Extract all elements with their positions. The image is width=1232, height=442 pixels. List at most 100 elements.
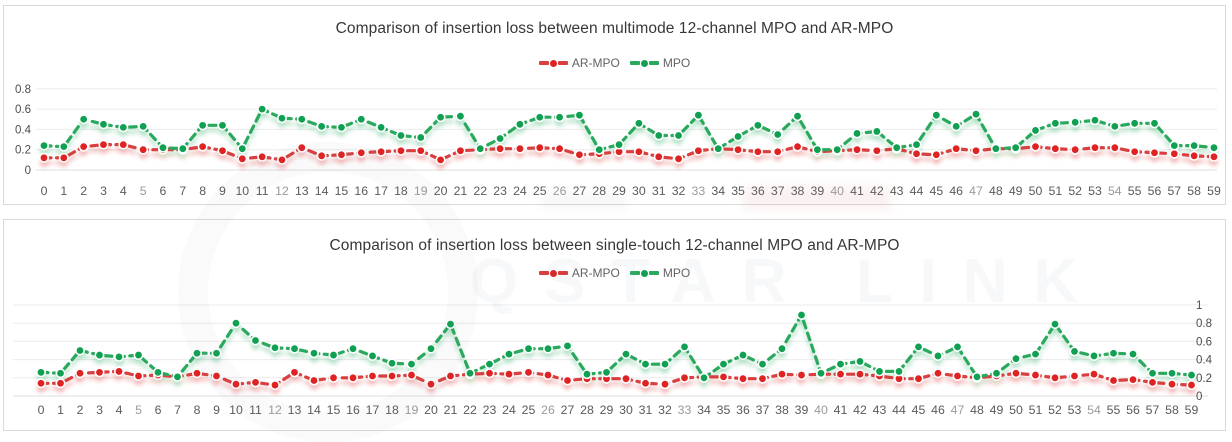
- data-point-dot: [542, 370, 553, 381]
- x-tick-label: 28: [592, 184, 606, 198]
- x-tick-label: 16: [354, 184, 368, 198]
- data-point-dot: [796, 310, 807, 321]
- x-tick-label: 26: [553, 184, 567, 198]
- chart-card-multimode: Comparison of insertion loss between mul…: [3, 5, 1226, 205]
- x-tick-label: 54: [1108, 184, 1122, 198]
- data-point-dot: [231, 379, 242, 390]
- data-point-dot: [737, 373, 748, 384]
- data-point-dot: [673, 130, 684, 141]
- data-point-dot: [484, 359, 495, 370]
- x-tick-label: 17: [374, 184, 388, 198]
- data-point-dot: [192, 368, 203, 379]
- legend-item-ar-mpo[interactable]: AR-MPO: [538, 266, 620, 280]
- data-point-dot: [718, 371, 729, 382]
- x-tick-label: 8: [194, 403, 201, 417]
- x-tick-label: 40: [814, 403, 828, 417]
- data-point-dot: [1109, 121, 1120, 132]
- x-tick-label: 13: [288, 403, 302, 417]
- x-tick-label: 40: [830, 184, 844, 198]
- data-point-dot: [653, 151, 664, 162]
- x-tick-label: 6: [160, 184, 167, 198]
- data-point-dot: [1147, 377, 1158, 388]
- x-tick-label: 3: [96, 403, 103, 417]
- x-tick-label: 34: [697, 403, 711, 417]
- legend-item-mpo[interactable]: MPO: [629, 56, 690, 70]
- x-tick-label: 27: [561, 403, 575, 417]
- x-tick-label: 7: [174, 403, 181, 417]
- data-point-dot: [854, 369, 865, 380]
- data-point-dot: [1186, 380, 1197, 391]
- data-point-dot: [601, 367, 612, 378]
- x-tick-label: 1: [60, 184, 67, 198]
- data-point-dot: [1010, 142, 1021, 153]
- data-point-dot: [276, 113, 287, 124]
- data-point-dot: [733, 131, 744, 142]
- x-tick-label: 11: [249, 403, 262, 417]
- y-tick-label: 0.8: [15, 84, 31, 96]
- y-tick-label: 0.8: [1196, 318, 1212, 330]
- data-point-dot: [1167, 379, 1178, 390]
- x-tick-label: 45: [930, 184, 944, 198]
- data-point-dot: [1189, 150, 1200, 161]
- data-point-dot: [951, 121, 962, 132]
- x-tick-label: 51: [1048, 184, 1062, 198]
- data-point-dot: [58, 152, 69, 163]
- x-tick-label: 25: [533, 184, 547, 198]
- data-point-dot: [445, 370, 456, 381]
- data-point-dot: [376, 146, 387, 157]
- data-point-dot: [336, 149, 347, 160]
- data-point-dot: [659, 359, 670, 370]
- data-point-dot: [308, 348, 319, 359]
- chart-title-multimode: Comparison of insertion loss between mul…: [335, 20, 894, 37]
- legend-label: AR-MPO: [571, 266, 620, 280]
- mpo-series: [35, 310, 1197, 383]
- x-tick-label: 17: [366, 403, 380, 417]
- x-tick-label: 36: [736, 403, 750, 417]
- x-tick-label: 47: [969, 184, 983, 198]
- data-point-dot: [776, 369, 787, 380]
- x-tick-label: 19: [414, 184, 428, 198]
- x-tick-label: 21: [444, 403, 458, 417]
- data-point-dot: [138, 121, 149, 132]
- x-tick-label: 56: [1148, 184, 1162, 198]
- x-tick-label: 55: [1107, 403, 1121, 417]
- data-point-dot: [1089, 115, 1100, 126]
- data-point-dot: [971, 109, 982, 120]
- data-point-dot: [913, 341, 924, 352]
- data-point-dot: [367, 350, 378, 361]
- data-point-dot: [852, 128, 863, 139]
- x-tick-label: 24: [502, 403, 516, 417]
- chart-card-single-touch: Comparison of insertion loss between sin…: [3, 219, 1226, 431]
- data-point-dot: [114, 366, 125, 377]
- x-tick-label: 46: [949, 184, 963, 198]
- data-point-dot: [891, 142, 902, 153]
- data-point-dot: [718, 359, 729, 370]
- data-point-dot: [693, 145, 704, 156]
- y-tick-label: 0.2: [15, 145, 31, 157]
- legend-item-mpo[interactable]: MPO: [629, 266, 690, 280]
- data-point-dot: [475, 143, 486, 154]
- data-point-dot: [679, 341, 690, 352]
- x-tick-label: 37: [771, 184, 785, 198]
- data-point-dot: [425, 379, 436, 390]
- x-tick-label: 53: [1088, 184, 1102, 198]
- data-point-dot: [693, 110, 704, 121]
- data-point-dot: [237, 153, 248, 164]
- data-point-dot: [464, 368, 475, 379]
- x-tick-label: 6: [155, 403, 162, 417]
- data-point-dot: [1169, 140, 1180, 151]
- x-tick-label: 41: [850, 184, 864, 198]
- data-point-dot: [574, 110, 585, 121]
- x-tick-label: 59: [1185, 403, 1199, 417]
- data-point-dot: [796, 370, 807, 381]
- legend-item-ar-mpo[interactable]: AR-MPO: [538, 56, 620, 70]
- data-point-dot: [913, 373, 924, 384]
- data-point-dot: [952, 341, 963, 352]
- data-point-dot: [554, 143, 565, 154]
- x-tick-label: 25: [522, 403, 536, 417]
- x-tick-label: 30: [632, 184, 646, 198]
- data-point-dot: [792, 141, 803, 152]
- data-point-dot: [871, 126, 882, 137]
- data-point-dot: [1030, 125, 1041, 136]
- x-tick-label: 59: [1207, 184, 1221, 198]
